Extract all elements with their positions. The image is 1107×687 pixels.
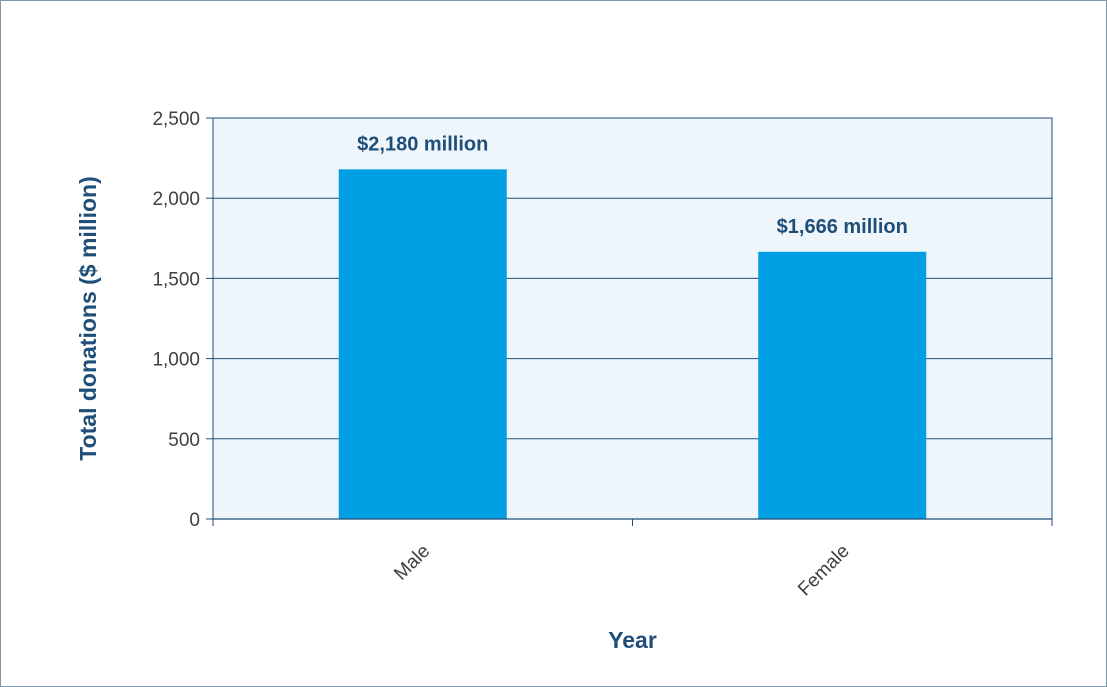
bar-female (758, 251, 927, 519)
y-tick-label: 1,000 (152, 350, 200, 371)
data-label: $2,180 million (357, 133, 488, 155)
bars (338, 169, 927, 519)
y-tick-label: 2,500 (152, 109, 200, 130)
y-axis-title: Total donations ($ million) (75, 176, 101, 461)
x-axis-title: Year (608, 627, 657, 653)
data-label: $1,666 million (777, 216, 908, 238)
y-tick-label: 1,500 (152, 269, 200, 290)
y-tick-label: 0 (189, 510, 200, 531)
y-tick-label: 500 (168, 430, 200, 451)
y-tick-label: 2,000 (152, 189, 200, 210)
x-tick-label: Male (390, 541, 434, 585)
x-tick-label: Female (794, 541, 854, 601)
bar-male (338, 169, 507, 519)
axes (206, 117, 1053, 526)
